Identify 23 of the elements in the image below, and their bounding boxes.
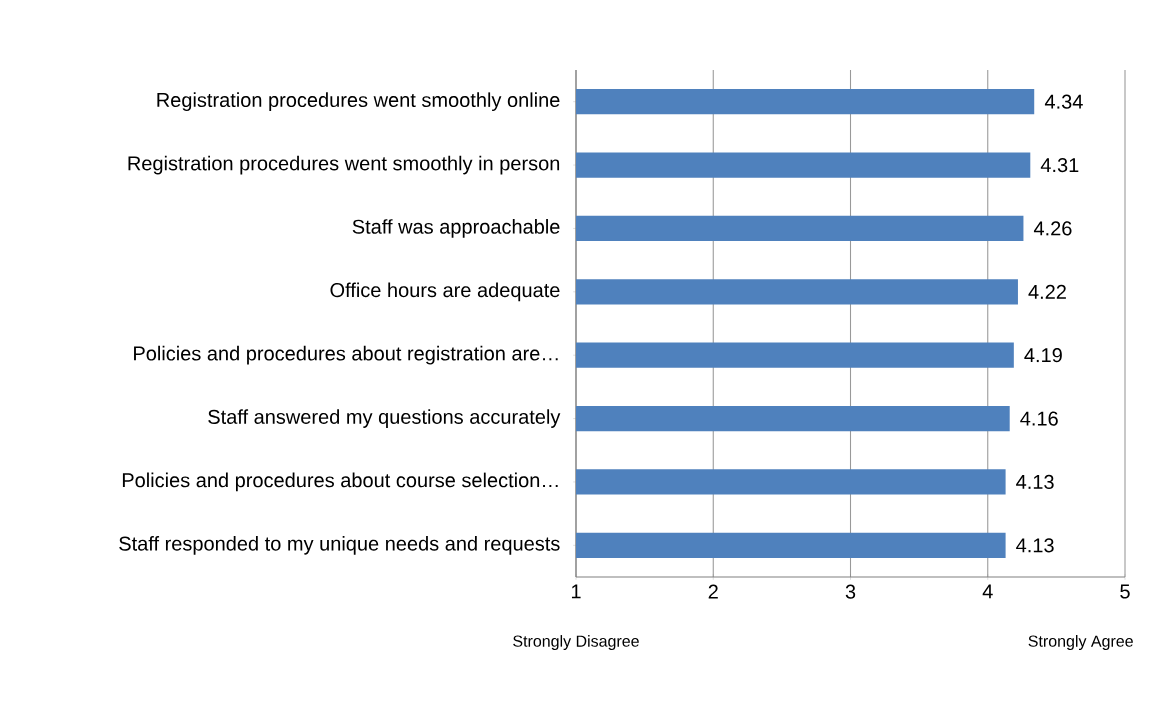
x-tick-label: 5: [1120, 584, 1130, 599]
data-label: 4.31: [1040, 157, 1079, 173]
data-label: 4.19: [1024, 348, 1062, 363]
x-tick-label: 2: [708, 584, 718, 599]
text: Strongly Disagree: [513, 635, 639, 650]
x-tick-label: 1: [571, 584, 581, 599]
x-tick-label: 4: [982, 584, 993, 599]
data-label: 4.22: [1028, 284, 1066, 299]
y-tick-label: Registration procedures went smoothly in person: [128, 155, 560, 175]
x-tick-label: 3: [845, 584, 856, 599]
y-tick-label: Registration procedures went smoothly online: [157, 92, 560, 111]
y-tick-label: Staff was approachable: [352, 219, 560, 238]
y-tick-label: Staff answered my questions accurately: [208, 409, 561, 428]
y-tick-label: Office hours are adequate: [330, 282, 560, 302]
data-label: 4.16: [1020, 411, 1058, 426]
data-label: 4.26: [1033, 221, 1072, 236]
data-label: 4.13: [1016, 538, 1054, 553]
data-label: 4.13: [1016, 474, 1054, 490]
data-label: 4.34: [1044, 94, 1083, 109]
y-tick-label: Policies and procedures about registration are…: [134, 345, 558, 365]
y-tick-label: Policies and procedures about course selection…: [122, 472, 558, 492]
y-tick-label: Staff responded to my unique needs and requests: [119, 536, 560, 555]
text: Strongly Agree: [1028, 635, 1133, 650]
